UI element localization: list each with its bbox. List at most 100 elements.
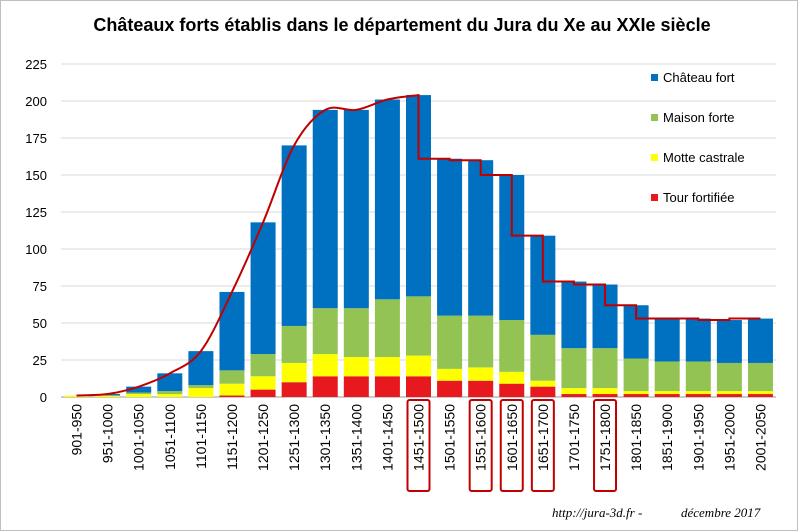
y-axis-ticks: 0 25 50 75 100 125 150 175 200 225 (25, 57, 47, 405)
y-tick-label: 0 (40, 390, 47, 405)
x-tick: 901-950 (69, 404, 85, 456)
bar-segment (250, 222, 276, 355)
bar-segment (716, 320, 742, 363)
bar-segment (374, 299, 400, 358)
legend-swatch (651, 74, 658, 81)
bar-segment (592, 388, 618, 395)
x-tick: 1501-1550 (442, 404, 458, 471)
bar-segment (250, 389, 276, 397)
bar-segment (219, 291, 245, 371)
bar-segment (281, 325, 307, 363)
x-tick-label: 1351-1400 (348, 404, 364, 471)
bar-segment (374, 357, 400, 377)
bar-segment (126, 392, 152, 395)
bar-segment (685, 394, 711, 397)
x-tick: 1601-1650 (504, 404, 520, 471)
bar-segment (343, 109, 369, 309)
bar-segment (499, 371, 525, 384)
y-tick-label: 50 (33, 316, 47, 331)
bar-segment (95, 395, 121, 397)
legend-label: Motte castrale (663, 150, 745, 165)
bar-segment (312, 376, 338, 397)
x-tick-label: 1051-1100 (162, 404, 178, 470)
footer-date: décembre 2017 (681, 505, 761, 520)
x-tick: 1801-1850 (628, 404, 644, 471)
highlight-box (530, 399, 555, 492)
bar-segment (561, 281, 587, 349)
bar-segment (312, 308, 338, 355)
x-tick: 1901-1950 (690, 404, 706, 471)
bar-segment (561, 394, 587, 397)
x-tick: 2001-2050 (752, 404, 768, 471)
x-tick-label: 1451-1500 (411, 404, 427, 471)
bar-segment (499, 320, 525, 372)
x-tick: 1351-1400 (348, 404, 364, 471)
y-tick-label: 25 (33, 353, 47, 368)
total-line-path (76, 93, 761, 397)
x-tick-label: 1901-1950 (690, 404, 706, 471)
bar-segment (188, 351, 214, 386)
bar-segment (468, 380, 494, 397)
x-tick-label: 1101-1150 (193, 404, 209, 469)
bar-segment (406, 296, 431, 356)
bar-segment (343, 357, 369, 377)
legend-swatch (651, 194, 658, 201)
bar-segment (716, 362, 742, 392)
x-tick-label: 1601-1650 (504, 404, 520, 471)
bar-segment (219, 370, 245, 384)
bar-segment (374, 99, 400, 300)
bar-segment (747, 362, 773, 392)
x-tick: 1951-2000 (721, 404, 737, 471)
bar-segment (188, 385, 214, 389)
x-tick-label: 1151-1200 (224, 404, 240, 470)
x-axis-ticks: 901-950 951-1000 1001-1050 1051-1100 1101-11… (69, 399, 768, 492)
x-tick-label: 1551-1600 (473, 404, 489, 471)
legend-label: Château fort (663, 70, 735, 85)
highlight-box (499, 399, 524, 492)
bar-segment (654, 318, 680, 362)
bar-segment (281, 362, 307, 383)
bar-segment (654, 361, 680, 392)
x-tick: 1401-1450 (379, 404, 395, 471)
highlight-box (468, 399, 493, 492)
x-tick: 1451-1500 (411, 404, 427, 471)
bar-segment (281, 145, 307, 326)
x-tick-label: 1851-1900 (659, 404, 675, 471)
bar-segment (312, 354, 338, 377)
bar-segment (716, 391, 742, 395)
bar-segment (374, 376, 400, 397)
bar-segment (250, 376, 276, 390)
bar-segment (747, 394, 773, 397)
bar-segment (126, 386, 152, 393)
x-tick: 1051-1100 (162, 404, 178, 470)
bar-segment (747, 391, 773, 395)
bar-segment (219, 383, 245, 396)
bar-segment (437, 315, 463, 369)
y-tick-label: 100 (25, 242, 47, 257)
bars (64, 95, 773, 397)
bar-segment (406, 355, 431, 377)
bar-segment (126, 394, 152, 397)
x-tick-label: 1401-1450 (379, 404, 395, 471)
x-tick: 1851-1900 (659, 404, 675, 471)
x-tick-label: 1651-1700 (535, 404, 551, 471)
bar-segment (157, 373, 183, 392)
y-tick-label: 75 (33, 279, 47, 294)
bar-segment (623, 358, 649, 392)
y-tick-label: 200 (25, 94, 47, 109)
bar-segment (64, 395, 90, 397)
highlight-box (406, 399, 431, 492)
legend-swatch (651, 114, 658, 121)
bar-segment (250, 354, 276, 377)
bar-segment (499, 383, 525, 397)
bar-segment (530, 380, 556, 387)
bar-segment (219, 395, 245, 397)
x-tick: 1751-1800 (597, 404, 613, 471)
x-tick: 1651-1700 (535, 404, 551, 471)
bar-segment (654, 394, 680, 397)
bar-segment (561, 388, 587, 395)
bar-segment (437, 158, 463, 316)
bar-segment (312, 109, 338, 309)
x-tick: 1001-1050 (131, 404, 147, 471)
y-tick-label: 125 (25, 205, 47, 220)
